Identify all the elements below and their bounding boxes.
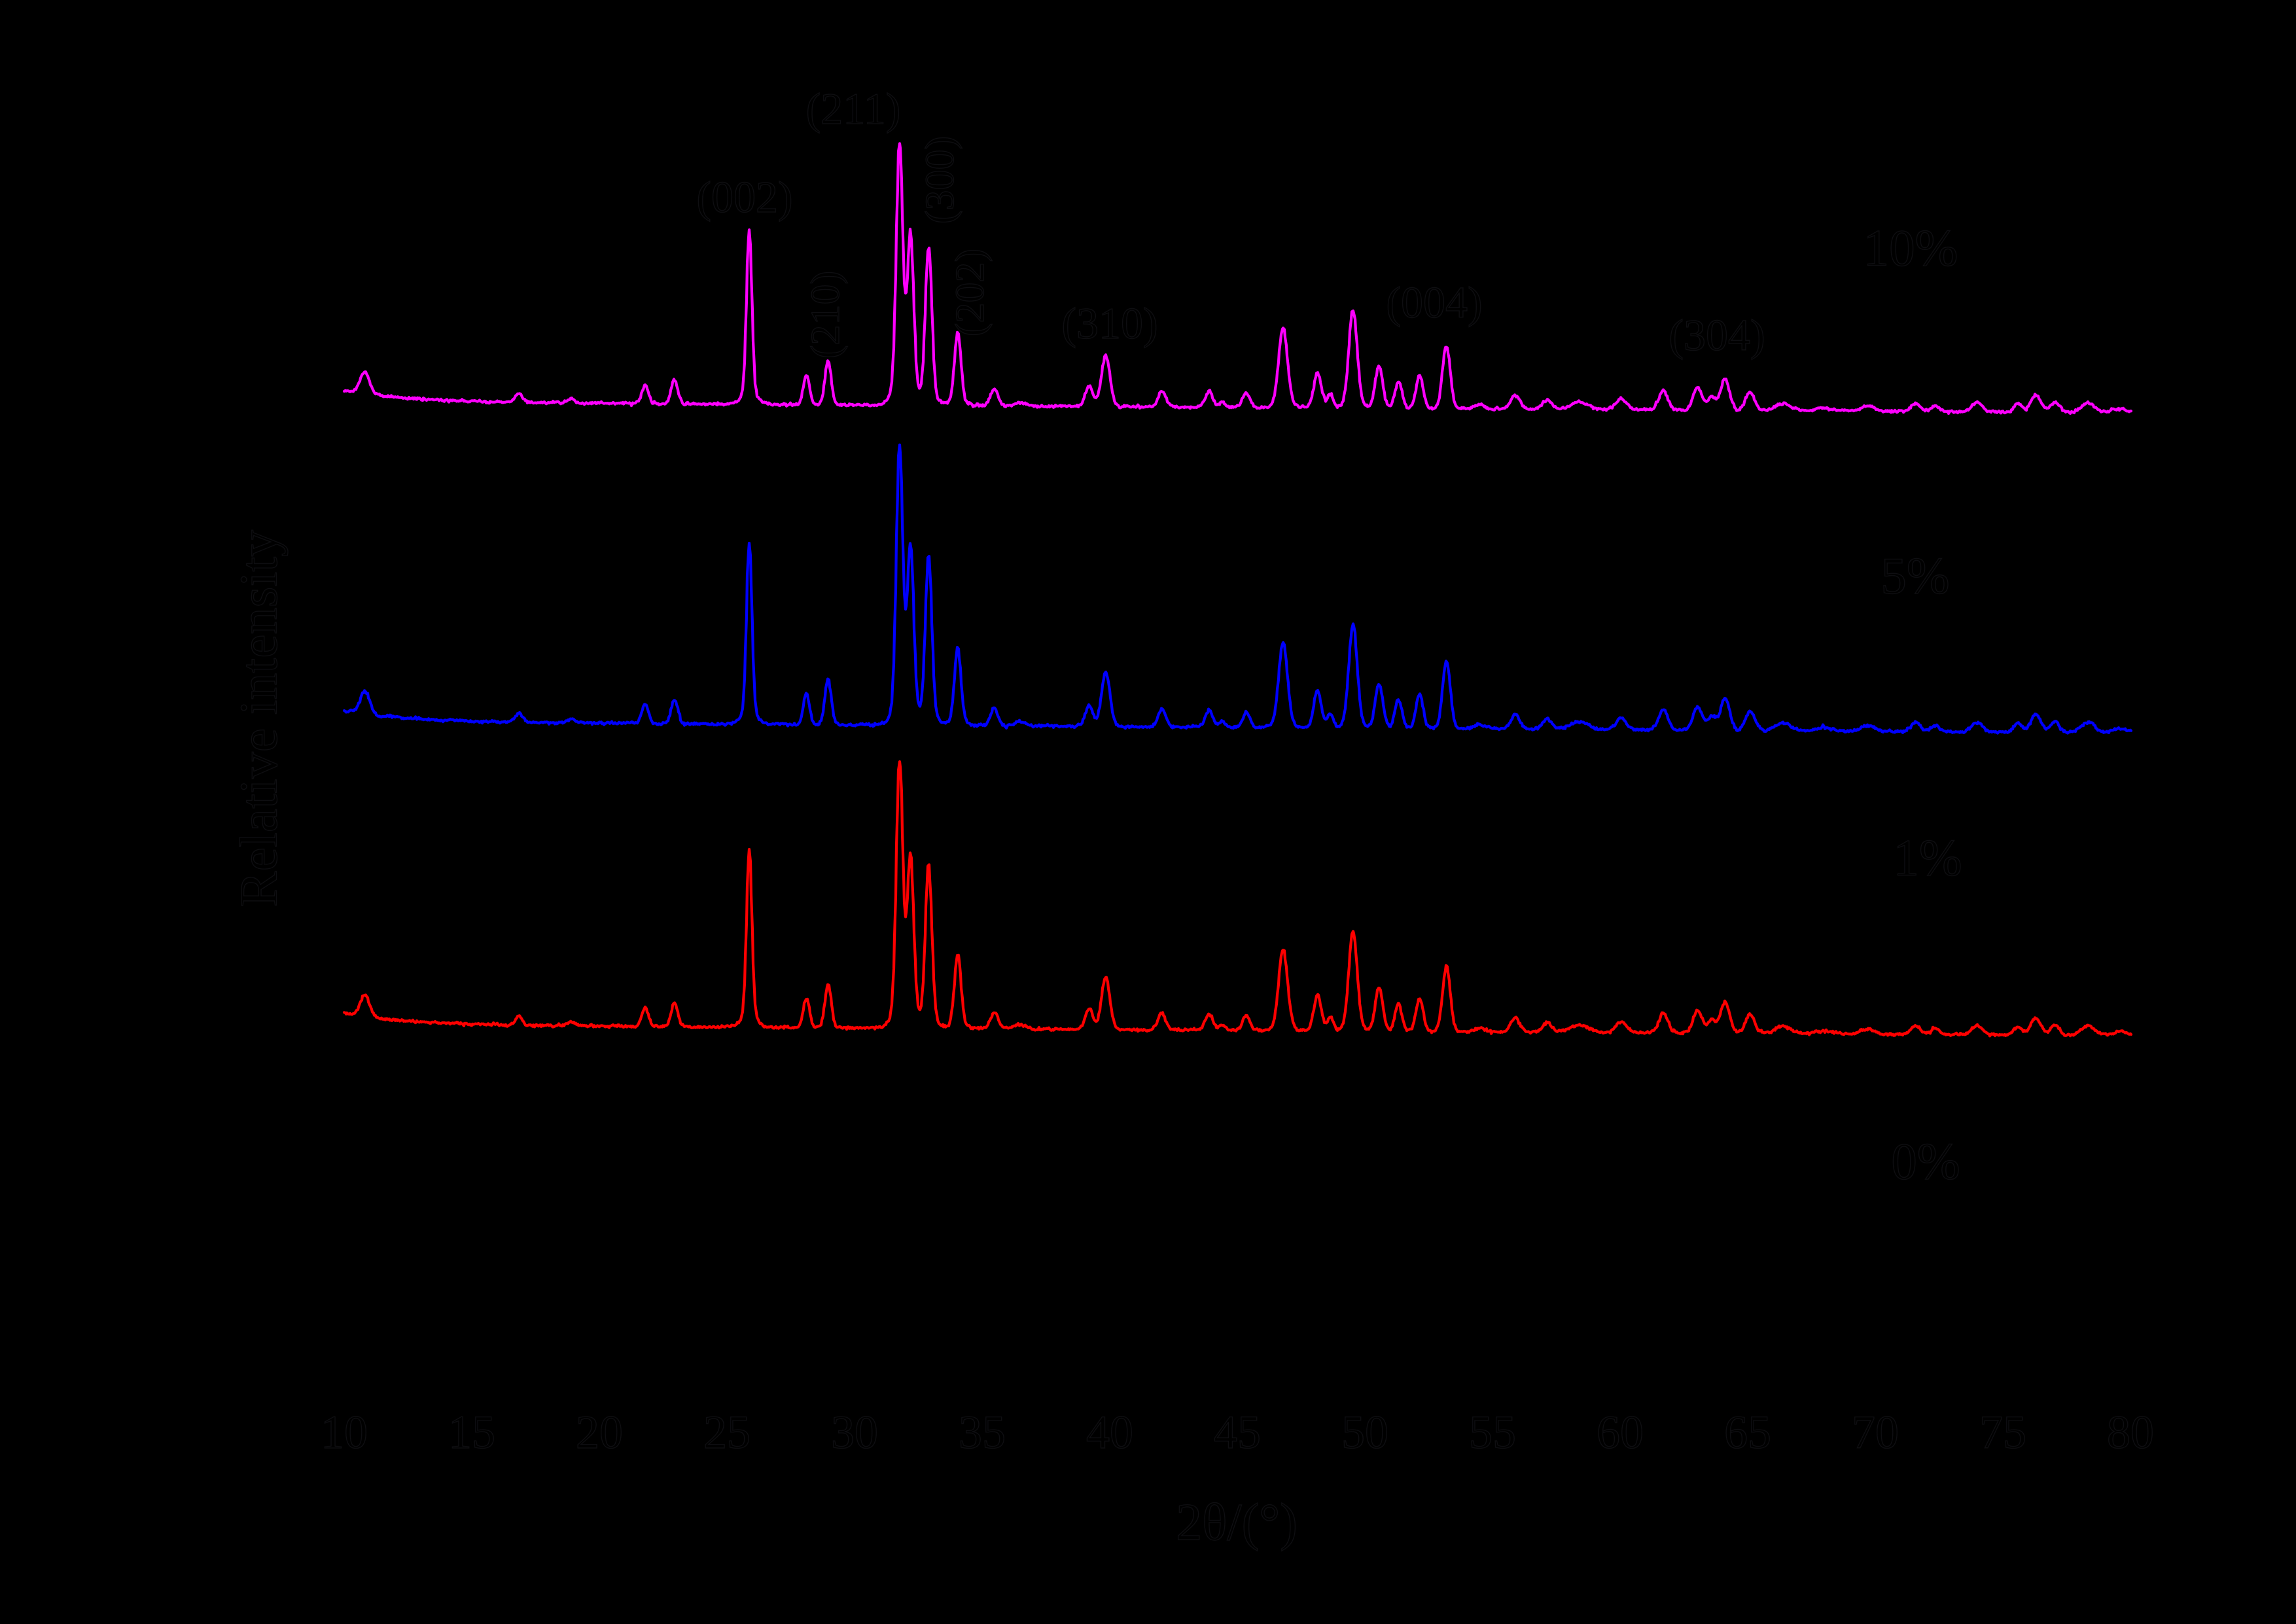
svg-text:(300): (300) [918,136,963,224]
svg-text:10: 10 [321,1406,368,1458]
svg-text:55: 55 [1469,1406,1516,1458]
svg-text:1%: 1% [1893,830,1962,887]
svg-text:25: 25 [703,1406,751,1458]
svg-text:(304): (304) [1669,310,1765,360]
svg-text:5%: 5% [1881,548,1949,605]
svg-text:75: 75 [1979,1406,2026,1458]
svg-text:(002): (002) [696,172,792,222]
svg-text:80: 80 [2107,1406,2154,1458]
svg-text:(211): (211) [806,84,901,133]
svg-text:35: 35 [959,1406,1006,1458]
svg-text:(310): (310) [1061,298,1157,348]
svg-text:2θ/(°): 2θ/(°) [1176,1494,1298,1551]
svg-text:20: 20 [576,1406,623,1458]
svg-text:10%: 10% [1863,221,1958,277]
svg-text:30: 30 [831,1406,878,1458]
svg-text:45: 45 [1214,1406,1261,1458]
svg-text:40: 40 [1086,1406,1133,1458]
svg-text:(202): (202) [948,249,993,336]
svg-text:60: 60 [1597,1406,1644,1458]
svg-text:Relative intensity: Relative intensity [229,530,289,907]
svg-text:70: 70 [1852,1406,1899,1458]
svg-text:15: 15 [448,1406,495,1458]
svg-text:(210): (210) [804,271,848,359]
svg-text:50: 50 [1341,1406,1388,1458]
svg-text:(004): (004) [1386,277,1482,327]
svg-text:0%: 0% [1891,1134,1960,1191]
svg-text:65: 65 [1724,1406,1771,1458]
